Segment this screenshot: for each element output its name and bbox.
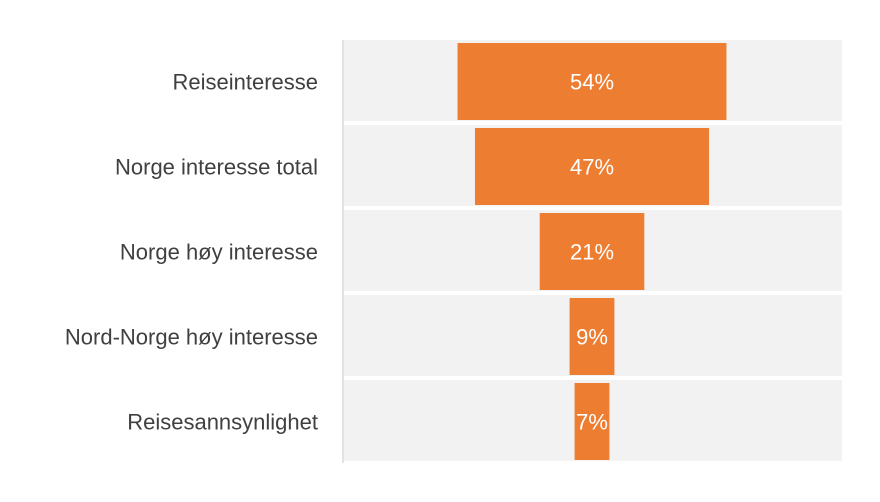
value-label: 7% bbox=[576, 410, 608, 435]
funnel-bar bbox=[474, 128, 710, 205]
category-label: Nord-Norge høy interesse bbox=[65, 325, 318, 350]
funnel-bar bbox=[574, 383, 610, 460]
category-label: Reiseinteresse bbox=[172, 70, 318, 95]
funnel-bar bbox=[539, 213, 645, 290]
value-labels: 54% 47% 21% 9% 7% bbox=[570, 70, 614, 435]
category-label: Norge interesse total bbox=[115, 155, 318, 180]
funnel-bars bbox=[457, 43, 727, 460]
funnel-bar bbox=[457, 43, 727, 120]
value-label: 21% bbox=[570, 240, 614, 265]
funnel-bar bbox=[569, 298, 615, 375]
category-label: Norge høy interesse bbox=[120, 240, 318, 265]
value-label: 47% bbox=[570, 155, 614, 180]
value-label: 54% bbox=[570, 70, 614, 95]
category-label: Reisesannsynlighet bbox=[127, 410, 318, 435]
value-label: 9% bbox=[576, 325, 608, 350]
category-labels: Reiseinteresse Norge interesse total Norge… bbox=[65, 70, 318, 435]
